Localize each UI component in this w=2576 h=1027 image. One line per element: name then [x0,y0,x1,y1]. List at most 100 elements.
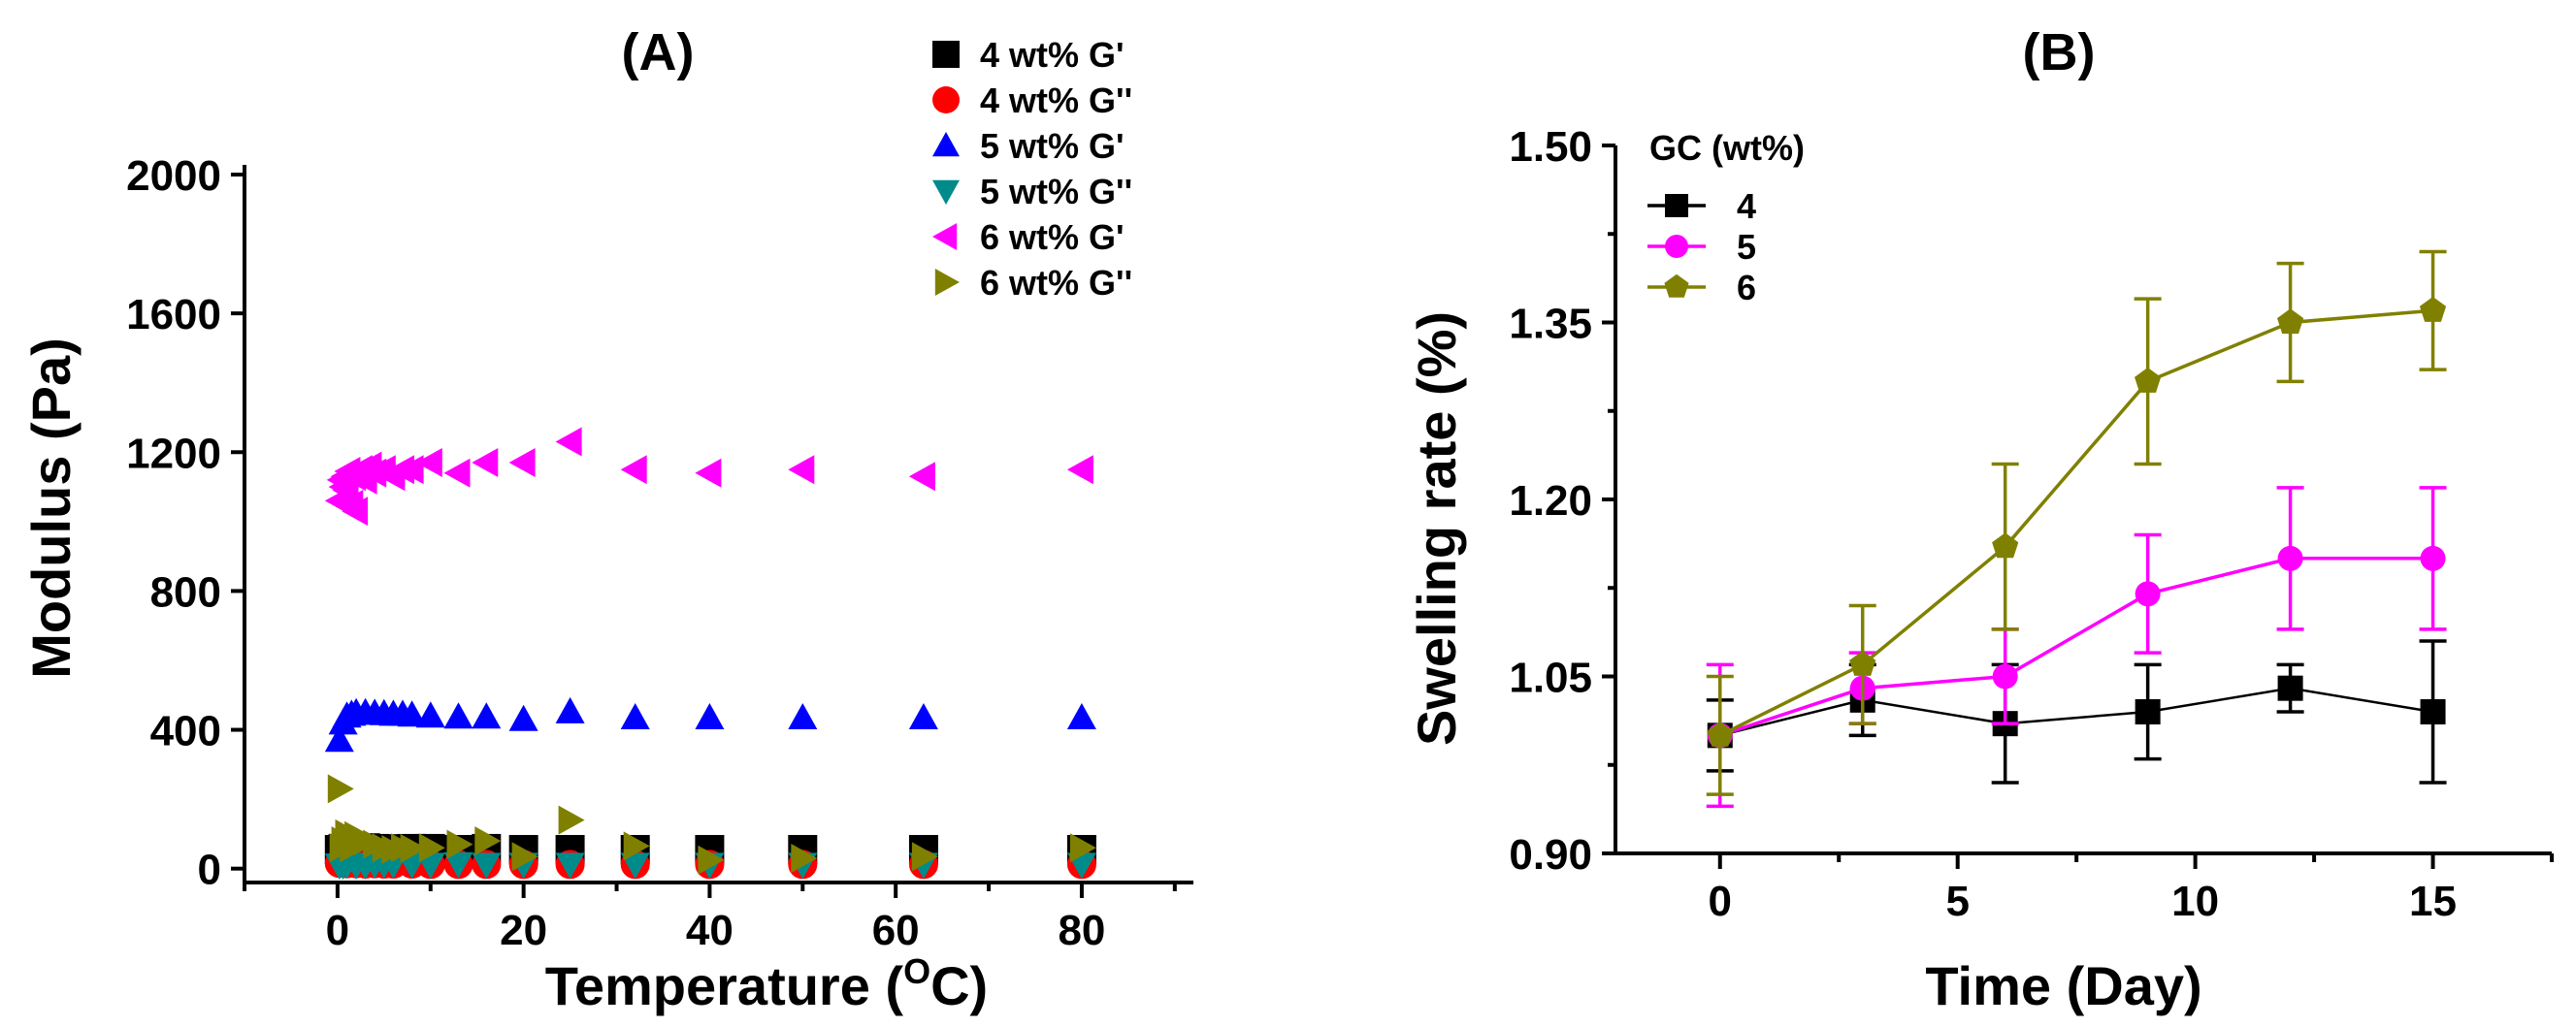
legend-marker [932,41,960,68]
chart-panel-b: (B) 0.90 1.05 1.20 1.35 1.50 0 5 10 15 GC (wt%) 4… [1406,23,2554,1016]
data-point [1992,532,2019,559]
data-point [555,696,585,723]
data-point [443,458,471,488]
data-point [1066,703,1096,729]
data-point [508,704,538,731]
chart-a-x-tick-label: 20 [500,907,547,954]
legend-label: 4 wt% G' [980,35,1125,75]
data-point [555,852,585,880]
chart-b-axes: 0.90 1.05 1.20 1.35 1.50 0 5 10 15 [1509,123,2554,925]
chart-b-x-tick-label: 5 [1945,878,1969,925]
chart-a-y-tick-label: 800 [150,568,221,616]
chart-b-x-tick-label: 15 [2409,878,2457,925]
series-line [1719,557,2433,737]
data-point [1066,455,1093,485]
chart-a-legend: 4 wt% G' 4 wt% G'' 5 wt% G' 5 wt% G'' 6 wt% … [932,35,1132,303]
data-point [1069,833,1096,863]
data-point [2135,699,2161,724]
chart-b-series-5 [1706,486,2447,809]
legend-marker [932,86,960,113]
data-point [2277,308,2304,335]
legend-label: 5 wt% G' [980,126,1125,166]
data-point [415,448,442,477]
data-point [788,455,815,485]
chart-panel-a: (A) 0 400 800 1200 1600 2000 0 20 40 60 80 4 wt% G… [20,23,1193,1016]
data-point [695,703,725,729]
legend-marker [932,223,958,250]
data-point [2419,297,2447,322]
legend-marker [932,179,960,205]
legend-label: 4 [1737,186,1756,226]
chart-a-series-5 [324,427,1093,527]
data-point [555,427,582,457]
data-point [2277,545,2303,571]
data-point [695,458,722,488]
data-point [2277,675,2303,701]
legend-label: 6 [1737,268,1756,307]
data-point [324,725,354,753]
data-point [698,845,725,875]
chart-a-y-tick-label: 1200 [126,430,221,477]
data-point [508,448,536,477]
data-point [2420,545,2446,571]
legend-marker [1665,235,1688,258]
chart-b-y-tick-label: 1.05 [1509,655,1592,702]
data-point [443,851,473,879]
data-point [443,702,473,729]
data-point [418,833,445,863]
data-point [2135,581,2161,607]
data-point [446,829,473,859]
data-point [2420,699,2446,724]
series-line [1719,687,2433,737]
data-point [623,831,650,861]
data-point [620,455,647,485]
data-point [511,842,538,872]
data-point [397,700,427,727]
chart-b-x-axis-label: Time (Day) [1925,955,2201,1016]
data-point [788,703,818,729]
legend-marker [1665,194,1688,217]
data-point [908,462,935,492]
data-point [620,703,650,729]
chart-a-y-tick-label: 2000 [126,152,221,200]
data-point [472,448,499,477]
chart-b-y-tick-label: 1.50 [1509,123,1592,171]
legend-label: 6 wt% G'' [980,263,1132,303]
data-point [620,852,650,880]
series-line [1719,308,2433,737]
chart-b-title: (B) [2023,23,2096,81]
chart-b-legend: GC (wt%) 456 [1647,128,1805,307]
chart-a-y-tick-label: 1600 [126,291,221,338]
chart-b-series-6 [1706,249,2447,796]
data-point [472,702,502,729]
chart-b-x-tick-label: 10 [2171,878,2219,925]
chart-a-y-tick-label: 0 [198,847,221,894]
legend-marker [1664,273,1689,298]
data-point [558,805,585,835]
chart-b-x-tick-label: 0 [1709,878,1732,925]
data-point [908,703,938,729]
chart-a-axes: 0 400 800 1200 1600 2000 0 20 40 60 80 [126,152,1193,954]
chart-a-series-3 [324,696,1096,753]
data-point [472,852,502,880]
chart-b-y-tick-label: 1.20 [1509,477,1592,525]
chart-b-y-axis-label: Swelling rate (%) [1406,311,1467,746]
chart-a-y-axis-label: Modulus (Pa) [20,337,82,679]
data-point [1992,663,2018,690]
data-point [415,701,445,728]
chart-b-y-tick-label: 1.35 [1509,301,1592,348]
legend-marker [934,269,960,296]
chart-a-x-tick-label: 40 [686,907,734,954]
legend-label: 5 [1737,227,1756,267]
chart-a-y-tick-label: 400 [150,708,221,755]
data-point [327,774,354,804]
data-point [911,842,938,872]
legend-title: GC (wt%) [1649,128,1805,168]
data-point [1849,651,1876,676]
chart-a-x-tick-label: 80 [1058,907,1105,954]
chart-a-x-tick-label: 60 [872,907,920,954]
data-point [400,833,427,863]
data-point [2135,368,2162,393]
legend-marker [932,132,960,157]
